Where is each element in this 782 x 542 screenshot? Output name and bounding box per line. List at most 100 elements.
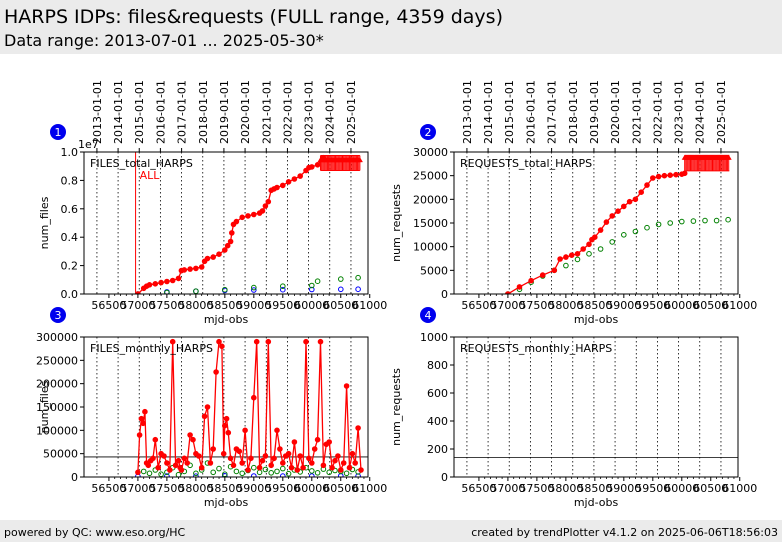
data-point bbox=[274, 468, 280, 475]
data-point bbox=[621, 203, 627, 210]
data-point bbox=[245, 213, 251, 219]
data-point bbox=[309, 282, 315, 289]
chart-grid: 0.00.20.40.60.81.05650057000575005800058… bbox=[36, 80, 757, 509]
data-point bbox=[303, 338, 309, 345]
y-tick-label: 100000 bbox=[36, 424, 78, 437]
data-point bbox=[574, 251, 581, 257]
date-tick-label: 2018-01-01 bbox=[197, 80, 210, 144]
data-point bbox=[193, 265, 199, 272]
panel-badge-label: 2 bbox=[425, 126, 432, 139]
data-point bbox=[193, 288, 199, 294]
data-point bbox=[193, 470, 199, 477]
data-point bbox=[216, 465, 222, 472]
data-point bbox=[198, 264, 205, 270]
y-tick-label: 1000 bbox=[420, 331, 448, 344]
chart-panel-4: 0 200 400 600 800 1000 56500570005750058000585… bbox=[390, 307, 757, 509]
data-point bbox=[309, 473, 315, 477]
report-header: HARPS IDPs: files&requests (FULL range, … bbox=[0, 0, 782, 54]
data-point bbox=[251, 211, 257, 218]
y-tick-label: 250000 bbox=[36, 354, 78, 367]
data-point bbox=[713, 217, 720, 224]
data-point bbox=[580, 246, 587, 252]
data-point bbox=[644, 182, 650, 188]
data-point bbox=[725, 216, 731, 223]
y-tick-label: 600 bbox=[427, 387, 448, 400]
data-point bbox=[227, 238, 234, 245]
data-point bbox=[661, 172, 668, 179]
data-point bbox=[210, 446, 216, 452]
x-tick-label: 59000 bbox=[606, 482, 641, 495]
data-point bbox=[146, 470, 153, 477]
data-point bbox=[317, 338, 324, 345]
data-point bbox=[225, 429, 232, 436]
data-point bbox=[667, 172, 674, 178]
data-point bbox=[667, 220, 674, 226]
data-point bbox=[259, 208, 266, 214]
date-tick-label: 2022-01-01 bbox=[281, 80, 294, 144]
y-tick-label: 0.4 bbox=[61, 231, 79, 244]
date-tick-label: 2017-01-01 bbox=[546, 80, 559, 144]
data-point bbox=[309, 460, 315, 466]
data-point bbox=[320, 462, 327, 469]
date-tick-label: 2023-01-01 bbox=[673, 80, 686, 144]
data-point bbox=[632, 196, 639, 203]
data-point bbox=[280, 465, 286, 472]
data-point bbox=[609, 239, 616, 245]
date-tick-label: 2025-01-01 bbox=[345, 80, 358, 144]
data-point bbox=[222, 473, 228, 477]
y-tick-label: 150000 bbox=[36, 401, 78, 414]
data-point bbox=[262, 466, 269, 473]
data-point bbox=[251, 284, 257, 291]
x-tick-label: 57000 bbox=[490, 299, 525, 312]
data-point bbox=[285, 179, 292, 185]
footer-generator: created by trendPlotter v4.1.2 on 2025-0… bbox=[471, 526, 778, 539]
data-point bbox=[332, 467, 338, 474]
data-point bbox=[135, 469, 141, 476]
data-point bbox=[280, 182, 286, 189]
data-point bbox=[140, 420, 146, 427]
data-point bbox=[309, 286, 315, 293]
data-point bbox=[172, 462, 179, 469]
x-tick-label: 57000 bbox=[120, 482, 155, 495]
y-tick-label: 20000 bbox=[413, 193, 448, 206]
series-label: REQUESTS_monthly_HARPS bbox=[460, 342, 612, 355]
y-tick-label: 0.8 bbox=[61, 174, 79, 187]
data-point bbox=[239, 460, 245, 466]
data-point bbox=[597, 227, 604, 233]
data-point bbox=[227, 455, 234, 462]
date-tick-label: 2021-01-01 bbox=[260, 80, 273, 144]
panel-badge bbox=[50, 124, 66, 140]
data-point bbox=[516, 284, 523, 290]
date-tick-label: 2016-01-01 bbox=[154, 80, 167, 144]
data-point bbox=[288, 464, 295, 471]
data-point bbox=[230, 462, 237, 469]
data-point bbox=[609, 213, 616, 219]
series-line bbox=[137, 339, 362, 473]
y-multiplier: 1e7 bbox=[78, 138, 99, 151]
data-point bbox=[280, 286, 286, 293]
plot-area bbox=[135, 338, 364, 477]
data-point bbox=[300, 464, 306, 471]
data-point bbox=[207, 460, 214, 466]
data-point bbox=[242, 427, 248, 434]
data-point bbox=[297, 173, 304, 179]
data-point bbox=[314, 436, 321, 443]
data-point bbox=[223, 415, 230, 422]
data-point bbox=[314, 470, 321, 476]
date-tick-label: 2018-01-01 bbox=[567, 80, 580, 144]
data-point bbox=[169, 277, 176, 284]
x-tick-label: 60000 bbox=[294, 299, 329, 312]
data-point bbox=[152, 436, 159, 443]
data-point bbox=[167, 467, 173, 473]
data-point bbox=[164, 473, 170, 477]
x-tick-label: 60500 bbox=[693, 299, 728, 312]
x-tick-label: 57500 bbox=[519, 299, 554, 312]
y-tick-label: 50000 bbox=[43, 448, 78, 461]
data-point bbox=[655, 173, 662, 180]
x-tick-label: 60500 bbox=[323, 299, 358, 312]
data-point bbox=[142, 408, 148, 415]
y-tick-label: 0 bbox=[71, 471, 78, 484]
data-point bbox=[326, 469, 333, 476]
data-point bbox=[236, 448, 243, 455]
x-tick-label: 56500 bbox=[461, 299, 496, 312]
